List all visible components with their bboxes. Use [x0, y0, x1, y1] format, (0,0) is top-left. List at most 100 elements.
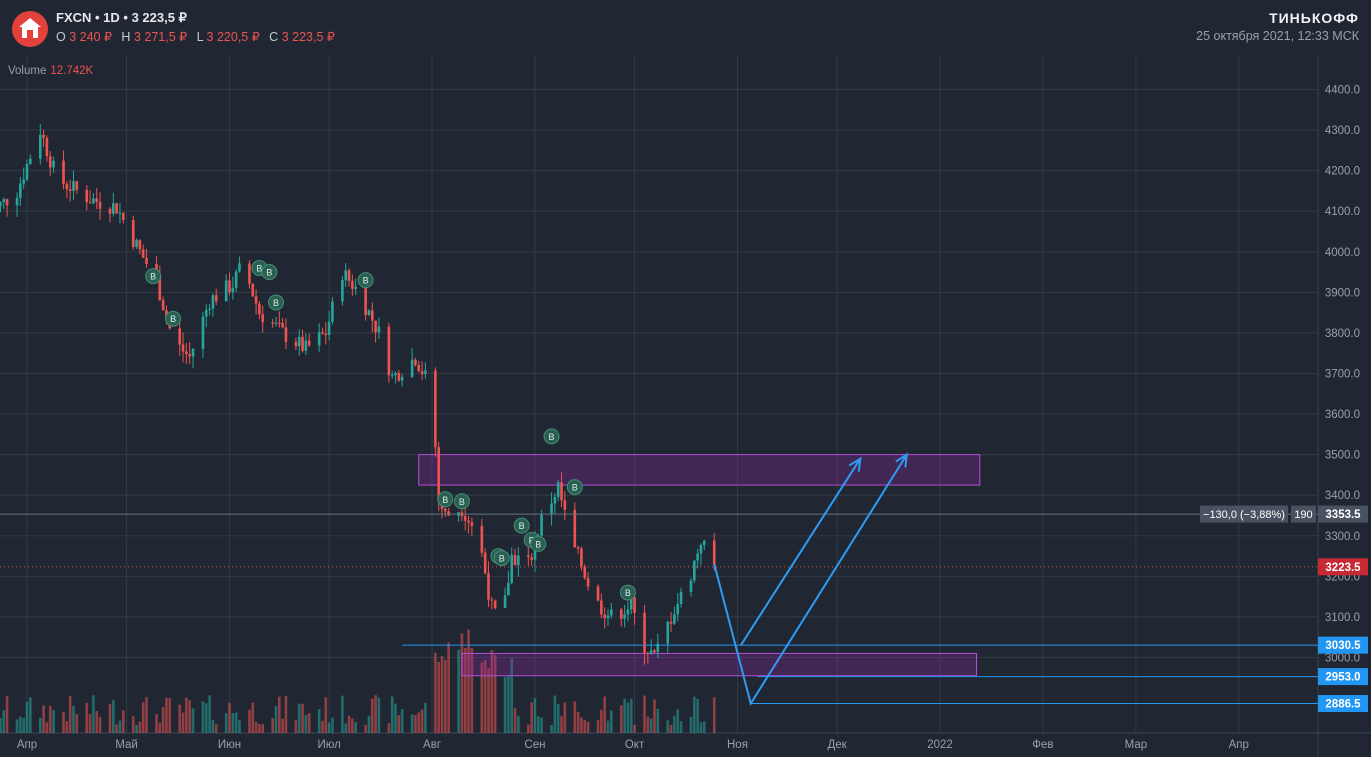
volume-bar — [626, 702, 630, 733]
candle-body — [188, 354, 191, 357]
candle-body — [178, 328, 182, 345]
candle-body — [493, 600, 497, 608]
volume-bar — [158, 722, 162, 733]
candle-body — [38, 134, 42, 159]
volume-bar — [487, 667, 490, 733]
candle-body — [699, 545, 703, 554]
volume-bar — [712, 697, 716, 733]
buy-marker-label: B — [572, 483, 578, 493]
high-value: 3 271,5 ₽ — [133, 30, 188, 44]
volume-bar — [666, 720, 670, 733]
level-lines — [0, 513, 1318, 705]
volume-bar — [75, 714, 79, 733]
forecast-arrows — [713, 452, 909, 707]
candle-body — [527, 555, 530, 558]
candle-body — [463, 516, 467, 521]
price-tick-label: 4200.0 — [1325, 166, 1360, 178]
candle-body — [693, 560, 696, 581]
candle-body — [573, 509, 577, 548]
volume-bar — [324, 697, 328, 733]
volume-bar — [347, 715, 351, 733]
candle-body — [553, 496, 557, 504]
volume-bar — [284, 696, 288, 733]
buy-marker — [261, 264, 278, 281]
candle-body — [633, 597, 636, 613]
grid — [0, 55, 1371, 757]
volume-bar — [261, 724, 265, 733]
volume-bar — [576, 711, 580, 733]
volume-bar — [649, 718, 653, 733]
candle-body — [517, 555, 520, 566]
volume-bar — [68, 695, 72, 733]
time-tick-label: Ноя — [727, 739, 748, 751]
candle-body — [88, 202, 92, 204]
candle-body — [390, 375, 394, 377]
volume-bar — [493, 654, 497, 733]
candle-body — [649, 650, 653, 654]
price-tick-label: 3100.0 — [1325, 612, 1360, 624]
volume-bar — [161, 706, 165, 733]
candle-body — [603, 614, 606, 619]
buy-marker-label: B — [256, 263, 262, 273]
volume-bar — [25, 701, 29, 733]
price-zone — [461, 652, 978, 677]
buy-marker — [437, 491, 454, 508]
candle-body — [231, 287, 235, 293]
volume-bar — [513, 708, 517, 733]
volume-bar — [573, 701, 577, 733]
volume-bar — [467, 629, 470, 733]
volume-bar — [108, 704, 112, 733]
volume-bar — [52, 710, 55, 733]
buy-marker-label: B — [442, 495, 448, 505]
volume-bar — [351, 718, 354, 733]
buy-marker — [619, 584, 636, 601]
candle-body — [513, 554, 517, 566]
buy-marker — [513, 517, 530, 534]
candle-body — [238, 263, 241, 272]
volume-bar — [354, 722, 357, 733]
candle-body — [354, 286, 357, 289]
volume-bars — [0, 629, 716, 733]
volume-bar — [507, 675, 510, 733]
volume-bar — [397, 715, 401, 733]
level-price-label: 3030.5 — [1325, 640, 1361, 652]
volume-bar — [400, 709, 404, 733]
candle-body — [344, 270, 348, 281]
volume-bar — [145, 697, 148, 733]
ticker: FXCN — [56, 10, 92, 25]
volume-bar — [155, 714, 158, 733]
candle-body — [281, 322, 284, 328]
candle-body — [702, 540, 706, 546]
candle-body — [503, 595, 507, 608]
candle-body — [417, 364, 421, 372]
crosshair-price-label: 3353.5 — [1325, 509, 1361, 521]
volume-bar — [327, 722, 331, 733]
volume-bar — [224, 713, 228, 733]
buy-marker — [268, 294, 284, 311]
candle-body — [158, 276, 162, 301]
volume-bar — [676, 709, 680, 733]
volume-bar — [22, 718, 25, 733]
time-tick-label: Фев — [1032, 739, 1053, 751]
price-zone — [418, 454, 981, 486]
volume-bar — [88, 714, 92, 733]
volume-bar — [48, 705, 52, 733]
volume-bar — [278, 696, 281, 733]
forecast-arrow — [739, 458, 862, 646]
time-tick-label: Окт — [625, 739, 645, 751]
candle-body — [696, 553, 699, 561]
candle-body — [483, 552, 487, 574]
candle-body — [141, 249, 145, 258]
candles — [0, 124, 716, 665]
volume-bar — [112, 700, 115, 733]
volume-bar — [228, 702, 231, 733]
buy-marker — [530, 535, 547, 552]
candle-body — [131, 219, 135, 247]
volume-bar — [92, 695, 95, 733]
volume-bar — [204, 703, 208, 733]
volume-bar — [138, 721, 142, 733]
volume-bar — [460, 633, 464, 733]
volume-bar — [115, 724, 118, 733]
volume-bar — [619, 705, 623, 733]
